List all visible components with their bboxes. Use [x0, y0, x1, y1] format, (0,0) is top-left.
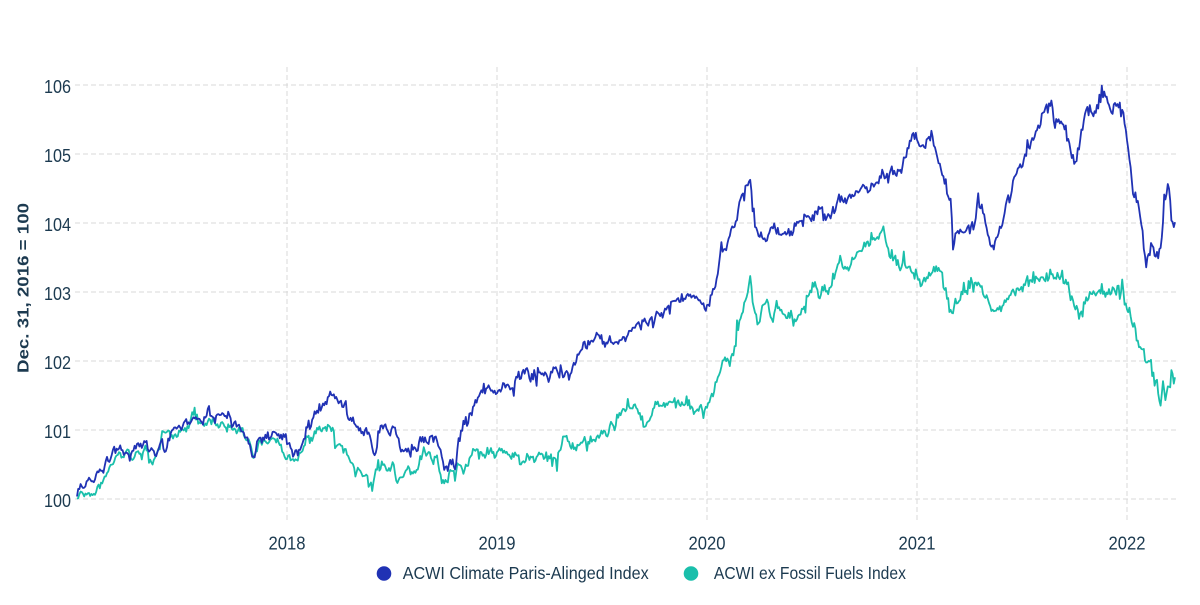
svg-text:102: 102 [44, 353, 71, 373]
svg-text:105: 105 [44, 146, 71, 166]
svg-text:2018: 2018 [269, 534, 306, 554]
svg-text:101: 101 [44, 422, 71, 442]
svg-text:Dec. 31, 2016 = 100: Dec. 31, 2016 = 100 [16, 203, 33, 373]
svg-text:2022: 2022 [1109, 534, 1146, 554]
svg-text:106: 106 [44, 77, 71, 97]
svg-text:100: 100 [44, 491, 71, 511]
svg-text:103: 103 [44, 284, 71, 304]
svg-text:2021: 2021 [899, 534, 936, 554]
svg-text:ACWI ex Fossil Fuels Index: ACWI ex Fossil Fuels Index [714, 563, 906, 583]
svg-text:ACWI Climate Paris-Alinged Ind: ACWI Climate Paris-Alinged Index [403, 563, 649, 583]
svg-text:104: 104 [44, 215, 71, 235]
svg-text:2019: 2019 [479, 534, 516, 554]
svg-text:2020: 2020 [689, 534, 726, 554]
